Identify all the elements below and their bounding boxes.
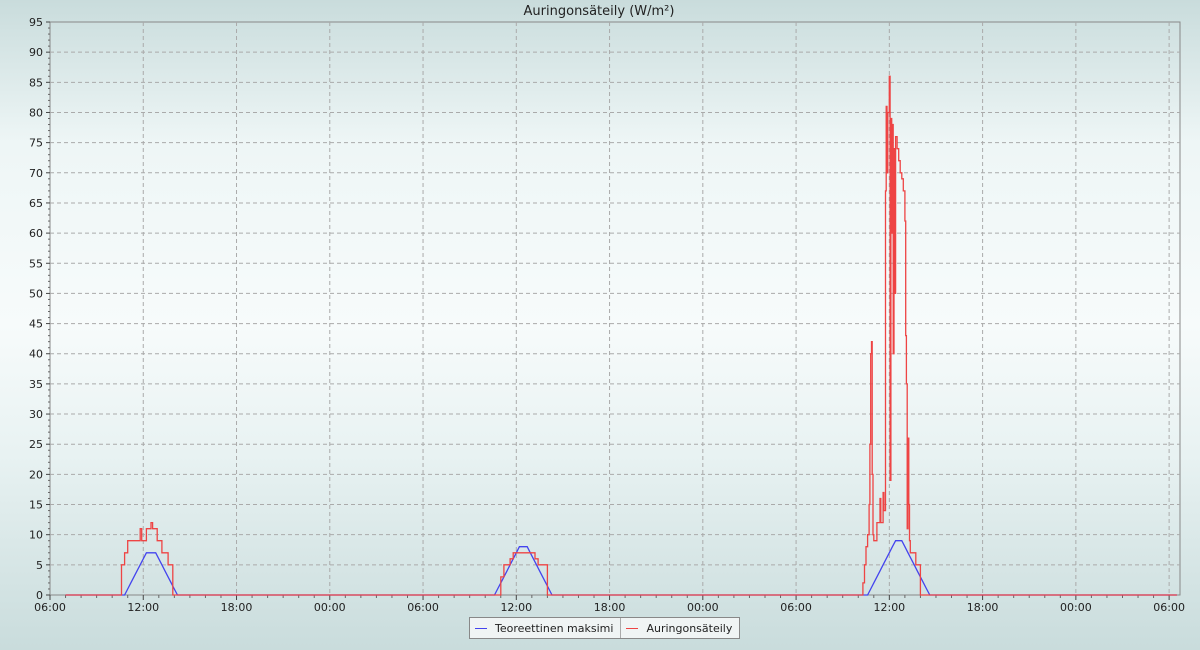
y-tick-label: 85 — [29, 76, 43, 89]
y-tick-label: 95 — [29, 16, 43, 29]
y-tick-label: 90 — [29, 46, 43, 59]
legend: Teoreettinen maksimi Auringonsäteily — [469, 617, 741, 639]
y-tick-label: 80 — [29, 106, 43, 119]
y-tick-label: 0 — [36, 589, 43, 602]
x-tick-label: 12:00 — [500, 601, 532, 614]
x-tick-label: 06:00 — [407, 601, 439, 614]
x-tick-label: 06:00 — [780, 601, 812, 614]
y-tick-label: 40 — [29, 348, 43, 361]
legend-label-teoreettinen-maksimi: Teoreettinen maksimi — [495, 621, 614, 635]
y-tick-label: 75 — [29, 137, 43, 150]
series-line-0 — [65, 540, 1177, 596]
grid-lines — [50, 22, 1180, 595]
y-axis: 0 5 10 15 20 25 30 35 40 45 50 55 60 65 70 75 80 85 90 95 — [29, 16, 50, 602]
y-tick-label: 25 — [29, 438, 43, 451]
y-tick-label: 5 — [36, 559, 43, 572]
y-tick-label: 30 — [29, 408, 43, 421]
y-tick-label: 65 — [29, 197, 43, 210]
plot-area — [49, 21, 1181, 596]
y-tick-label: 50 — [29, 287, 43, 300]
x-tick-label: 18:00 — [967, 601, 999, 614]
y-tick-label: 10 — [29, 529, 43, 542]
x-tick-label: 18:00 — [221, 601, 253, 614]
x-tick-label: 00:00 — [314, 601, 346, 614]
y-tick-label: 55 — [29, 257, 43, 270]
x-tick-label: 12:00 — [873, 601, 905, 614]
x-tick-label: 00:00 — [1060, 601, 1092, 614]
x-tick-label: 00:00 — [687, 601, 719, 614]
y-tick-label: 60 — [29, 227, 43, 240]
x-axis: 06:00 12:00 18:00 00:00 06:00 12:00 18:00 00:00… — [34, 595, 1185, 614]
y-tick-label: 70 — [29, 167, 43, 180]
legend-label-auringonsateily: Auringonsäteily — [646, 621, 733, 635]
y-tick-label: 20 — [29, 468, 43, 481]
x-tick-label: 12:00 — [127, 601, 159, 614]
legend-swatch-blue — [475, 627, 487, 629]
series-lines — [65, 75, 1177, 596]
x-tick-label: 06:00 — [34, 601, 66, 614]
y-tick-label: 15 — [29, 499, 43, 512]
legend-item-auringonsateily: Auringonsäteily — [620, 618, 739, 638]
x-tick-label: 06:00 — [1153, 601, 1185, 614]
x-tick-label: 18:00 — [594, 601, 626, 614]
legend-swatch-red — [626, 627, 639, 629]
y-tick-label: 45 — [29, 318, 43, 331]
legend-item-teoreettinen-maksimi: Teoreettinen maksimi — [470, 618, 620, 638]
chart-title: Auringonsäteily (W/m²) — [524, 4, 675, 19]
y-tick-label: 35 — [29, 378, 43, 391]
series-line-1 — [65, 75, 1177, 596]
